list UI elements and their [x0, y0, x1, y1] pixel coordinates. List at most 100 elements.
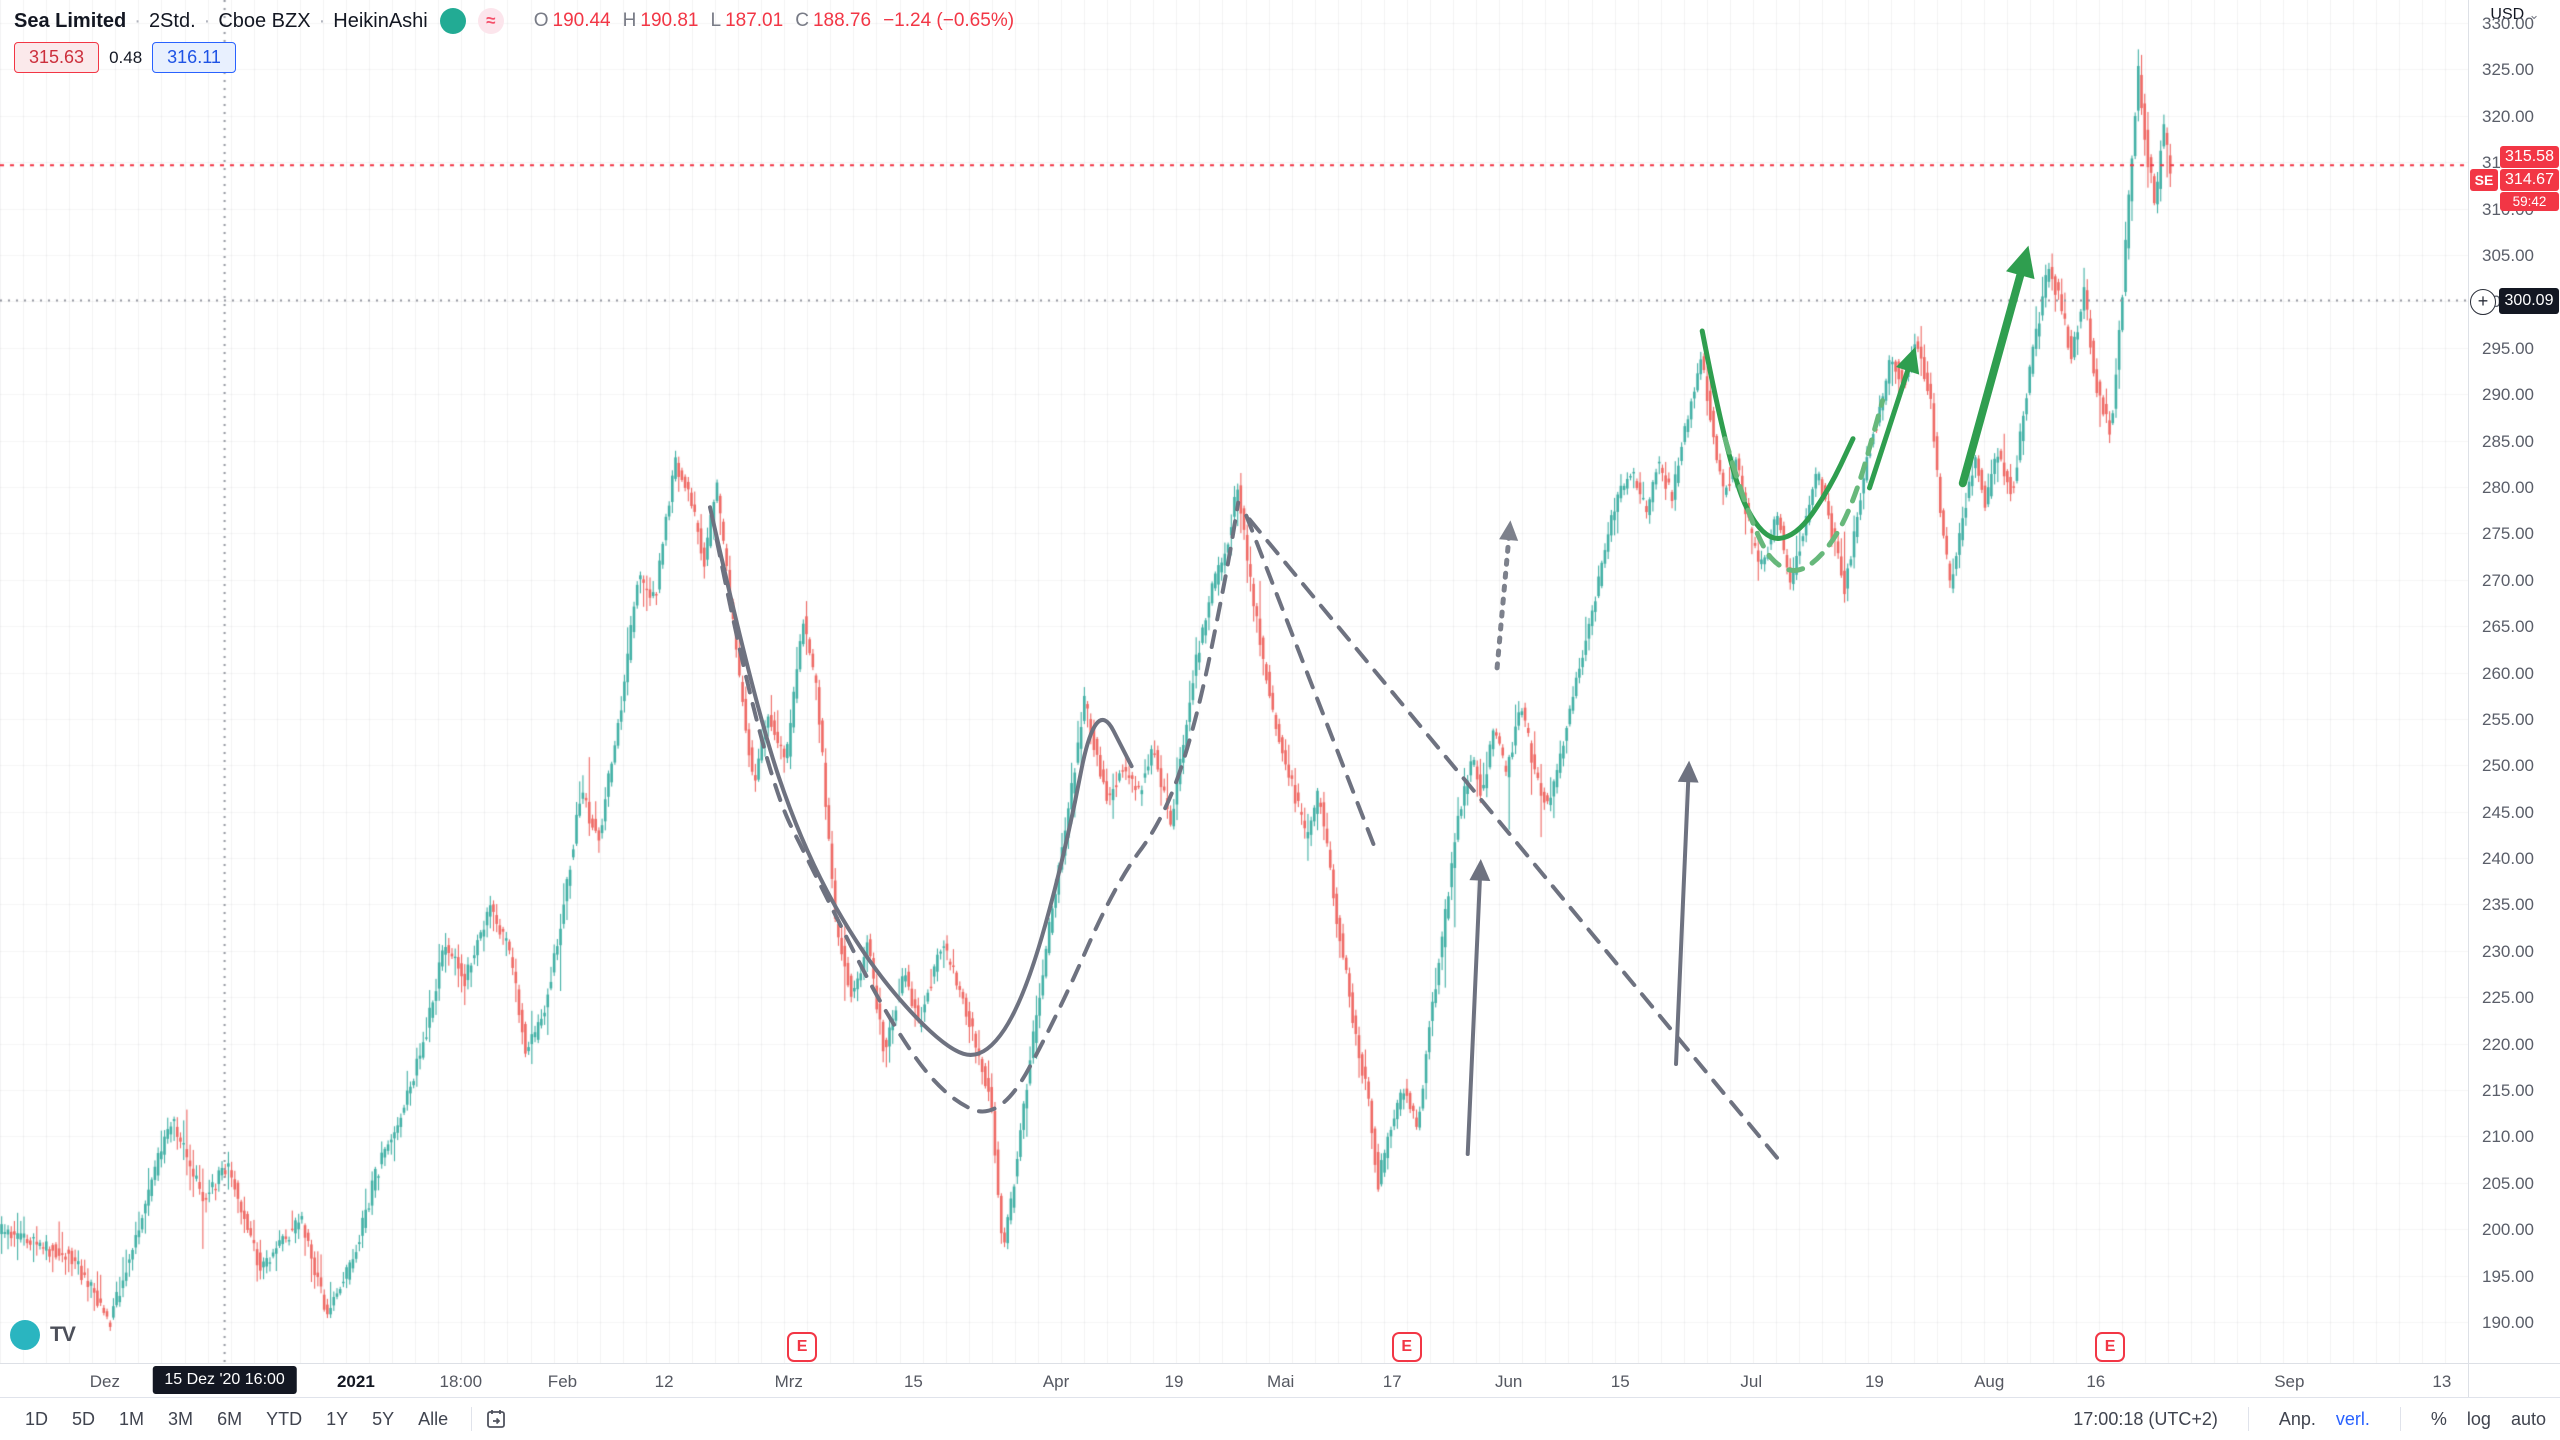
axis-corner [2468, 1363, 2560, 1398]
price-tick-label: 210.00 [2482, 1127, 2534, 1147]
time-tick-label: 15 [903, 1372, 923, 1391]
exchange-label[interactable]: Cboe BZX [218, 9, 311, 32]
high-label: H [622, 10, 637, 31]
price-tick-label: 280.00 [2482, 477, 2534, 497]
earnings-marker[interactable]: E [2095, 1332, 2126, 1362]
ohlc-readout: O 190.44 H 190.81 L 187.01 C 188.76 −1.24 (−… [522, 10, 1014, 32]
time-tick-label: Mrz [774, 1372, 803, 1391]
price-tick-label: 240.00 [2482, 849, 2534, 869]
time-tick-label: 15 [1610, 1372, 1630, 1391]
symbol-name[interactable]: Sea Limited [14, 9, 127, 32]
range-button-1y[interactable]: 1Y [326, 1408, 349, 1429]
corner-icons: TV [10, 1320, 76, 1350]
price-tick-label: 295.00 [2482, 338, 2534, 358]
range-button-1d[interactable]: 1D [25, 1408, 49, 1429]
divider [2247, 1407, 2249, 1431]
time-axis[interactable]: Dez 2021 18:00 Feb 12 Mrz 15 Apr 19 Mai 17 Jun 15 Jul… [0, 1363, 2468, 1398]
currency-selector[interactable]: USD ⌄ [2469, 6, 2560, 24]
bid-button[interactable]: 315.63 [14, 42, 100, 73]
price-tick-label: 195.00 [2482, 1266, 2534, 1286]
divider [2399, 1407, 2401, 1431]
log-scale-toggle[interactable]: log [2466, 1408, 2491, 1429]
percent-scale-toggle[interactable]: % [2430, 1408, 2447, 1429]
chart-legend: Sea Limited · 2Std. · Cboe BZX · HeikinA… [14, 8, 1014, 34]
price-tick-label: 250.00 [2482, 756, 2534, 776]
time-tick-label: Aug [1974, 1372, 2005, 1391]
earnings-marker[interactable]: E [1391, 1332, 1422, 1362]
time-tick-label: Jun [1494, 1372, 1523, 1391]
price-tick-label: 205.00 [2482, 1173, 2534, 1193]
ask-button[interactable]: 316.11 [152, 42, 236, 73]
range-button-5d[interactable]: 5D [72, 1408, 96, 1429]
high-value: 190.81 [640, 10, 699, 31]
status-dot-icon[interactable] [439, 8, 466, 34]
price-tick-label: 220.00 [2482, 1034, 2534, 1054]
tradingview-logo-icon[interactable]: TV [50, 1323, 76, 1346]
symbol-badge: SE [2470, 168, 2498, 191]
range-button-6m[interactable]: 6M [217, 1408, 243, 1429]
currency-label: USD [2490, 6, 2525, 23]
price-tick-label: 190.00 [2482, 1313, 2534, 1332]
close-value: 188.76 [812, 10, 872, 31]
open-label: O [533, 10, 549, 31]
interval-label[interactable]: 2Std. [148, 9, 196, 32]
chevron-down-icon: ⌄ [2528, 7, 2540, 22]
separator: · [203, 9, 211, 32]
candlestick-canvas[interactable] [0, 0, 2468, 1363]
time-tick-label: Jul [1740, 1372, 1763, 1391]
range-buttons: 1D 5D 1M 3M 6M YTD 1Y 5Y Alle [14, 1404, 508, 1435]
time-tick-label: 19 [1164, 1372, 1184, 1391]
time-tick-label: Apr [1042, 1372, 1070, 1391]
upper-price-tag: 315.58 [2500, 145, 2559, 168]
time-tick-label: 16 [2086, 1372, 2106, 1391]
price-tick-label: 245.00 [2482, 802, 2534, 822]
bid-ask-row: 315.63 0.48 316.11 [14, 42, 236, 73]
clock-readout[interactable]: 17:00:18 (UTC+2) [2073, 1408, 2218, 1429]
crosshair-price-tag: 300.09 [2499, 287, 2559, 314]
price-tick-label: 255.00 [2482, 709, 2534, 729]
price-axis[interactable]: USD ⌄ 330.00325.00320.00315.00310.00305.… [2468, 0, 2560, 1363]
toolbar-right: 17:00:18 (UTC+2) Anp. verl. % log auto [2073, 1407, 2546, 1431]
time-tick-label: 18:00 [439, 1372, 483, 1391]
time-tick-label: Mai [1266, 1372, 1295, 1391]
go-to-date-icon[interactable] [484, 1407, 508, 1431]
low-label: L [710, 10, 722, 31]
chart-type-label[interactable]: HeikinAshi [333, 9, 428, 32]
price-tick-label: 265.00 [2482, 617, 2534, 637]
bar-countdown-tag: 59:42 [2500, 191, 2559, 211]
chart-area[interactable]: Sea Limited · 2Std. · Cboe BZX · HeikinA… [0, 0, 2468, 1363]
price-tick-label: 305.00 [2482, 245, 2534, 265]
approx-icon[interactable]: ≈ [477, 8, 504, 34]
time-tick-label: 2021 [336, 1372, 375, 1391]
price-tick-label: 225.00 [2482, 988, 2534, 1008]
price-tick-label: 270.00 [2482, 570, 2534, 590]
price-tick-label: 235.00 [2482, 895, 2534, 915]
separator: · [318, 9, 326, 32]
time-tick-label: 12 [654, 1372, 674, 1391]
earnings-marker[interactable]: E [787, 1332, 818, 1362]
price-tick-label: 290.00 [2482, 385, 2534, 405]
range-button-alle[interactable]: Alle [418, 1408, 449, 1429]
price-tick-label: 260.00 [2482, 663, 2534, 683]
extended-hours-toggle[interactable]: verl. [2335, 1408, 2370, 1429]
low-value: 187.01 [725, 10, 784, 31]
time-tick-label: Feb [547, 1372, 578, 1391]
price-tick-label: 200.00 [2482, 1220, 2534, 1240]
price-tick-label: 275.00 [2482, 524, 2534, 544]
auto-scale-toggle[interactable]: auto [2510, 1408, 2546, 1429]
time-tick-label: Dez [89, 1372, 120, 1391]
range-button-3m[interactable]: 3M [168, 1408, 194, 1429]
crosshair-time-tag: 15 Dez '20 16:00 [152, 1366, 297, 1394]
range-button-5y[interactable]: 5Y [372, 1408, 395, 1429]
time-tick-label: Sep [2274, 1372, 2305, 1391]
bottom-toolbar: 1D 5D 1M 3M 6M YTD 1Y 5Y Alle 17:00:18 (UTC+2) A… [0, 1397, 2560, 1440]
last-price-tag: 314.67 [2500, 168, 2559, 191]
connection-status-icon[interactable] [10, 1320, 40, 1350]
quick-trade-plus-icon[interactable]: + [2470, 288, 2496, 315]
adjustments-toggle[interactable]: Anp. [2278, 1408, 2316, 1429]
range-button-1m[interactable]: 1M [119, 1408, 145, 1429]
range-button-ytd[interactable]: YTD [266, 1408, 303, 1429]
price-tick-label: 215.00 [2482, 1081, 2534, 1101]
price-tick-label: 330.00 [2482, 14, 2534, 33]
